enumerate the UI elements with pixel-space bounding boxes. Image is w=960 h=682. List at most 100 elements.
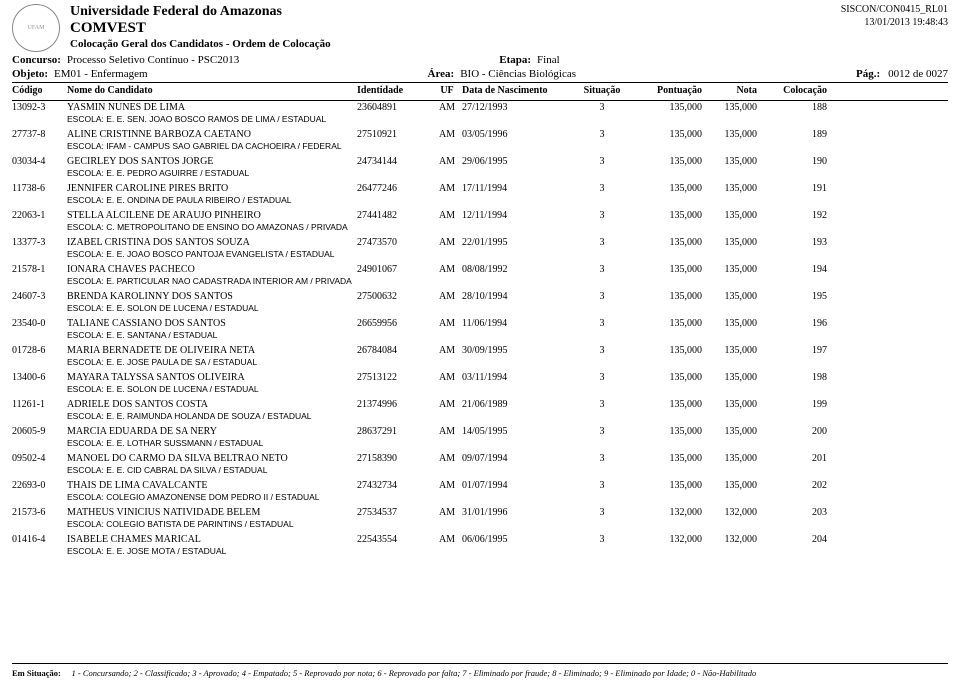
cell-colocacao: 192 bbox=[757, 209, 827, 222]
area-label: Área: bbox=[428, 68, 455, 80]
cell-pontuacao: 135,000 bbox=[632, 344, 702, 357]
cell-data: 01/07/1994 bbox=[462, 479, 572, 492]
school-line: ESCOLA: E. E. ONDINA DE PAULA RIBEIRO / … bbox=[0, 195, 960, 209]
cell-colocacao: 200 bbox=[757, 425, 827, 438]
cell-codigo: 13377-3 bbox=[12, 236, 67, 249]
cell-identidade: 24734144 bbox=[357, 155, 432, 168]
cell-nome: YASMIN NUNES DE LIMA bbox=[67, 101, 357, 114]
cell-pontuacao: 135,000 bbox=[632, 209, 702, 222]
table-row: 22063-1STELLA ALCILENE DE ARAUJO PINHEIR… bbox=[0, 209, 960, 222]
cell-data: 14/05/1995 bbox=[462, 425, 572, 438]
cell-uf: AM bbox=[432, 479, 462, 492]
cell-identidade: 27534537 bbox=[357, 506, 432, 519]
col-nome: Nome do Candidato bbox=[67, 85, 357, 96]
school-line: ESCOLA: E. E. SEN. JOAO BOSCO RAMOS DE L… bbox=[0, 114, 960, 128]
cell-nome: ISABELE CHAMES MARICAL bbox=[67, 533, 357, 546]
table-row: 01416-4ISABELE CHAMES MARICAL22543554AM0… bbox=[0, 533, 960, 546]
cell-nome: ALINE CRISTINNE BARBOZA CAETANO bbox=[67, 128, 357, 141]
cell-pontuacao: 132,000 bbox=[632, 533, 702, 546]
cell-nota: 135,000 bbox=[702, 263, 757, 276]
school-line: ESCOLA: E. E. SOLON DE LUCENA / ESTADUAL bbox=[0, 384, 960, 398]
report-header: UFAM Universidade Federal do Amazonas CO… bbox=[0, 0, 960, 52]
table-row: 27737-8ALINE CRISTINNE BARBOZA CAETANO27… bbox=[0, 128, 960, 141]
cell-identidade: 27500632 bbox=[357, 290, 432, 303]
cell-nome: BRENDA KAROLINNY DOS SANTOS bbox=[67, 290, 357, 303]
cell-nome: TALIANE CASSIANO DOS SANTOS bbox=[67, 317, 357, 330]
cell-uf: AM bbox=[432, 425, 462, 438]
area-value: BIO - Ciências Biológicas bbox=[460, 68, 576, 80]
cell-situacao: 3 bbox=[572, 425, 632, 438]
table-row: 20605-9MARCIA EDUARDA DE SA NERY28637291… bbox=[0, 425, 960, 438]
cell-colocacao: 191 bbox=[757, 182, 827, 195]
cell-situacao: 3 bbox=[572, 479, 632, 492]
cell-nota: 135,000 bbox=[702, 371, 757, 384]
cell-situacao: 3 bbox=[572, 209, 632, 222]
cell-nota: 135,000 bbox=[702, 425, 757, 438]
cell-data: 17/11/1994 bbox=[462, 182, 572, 195]
cell-pontuacao: 135,000 bbox=[632, 452, 702, 465]
cell-situacao: 3 bbox=[572, 101, 632, 114]
col-data: Data de Nascimento bbox=[462, 85, 572, 96]
objeto-label: Objeto: bbox=[12, 68, 48, 80]
cell-codigo: 27737-8 bbox=[12, 128, 67, 141]
table-row: 11261-1ADRIELE DOS SANTOS COSTA21374996A… bbox=[0, 398, 960, 411]
department-name: COMVEST bbox=[70, 20, 841, 37]
cell-uf: AM bbox=[432, 182, 462, 195]
cell-nota: 135,000 bbox=[702, 128, 757, 141]
cell-uf: AM bbox=[432, 317, 462, 330]
cell-identidade: 22543554 bbox=[357, 533, 432, 546]
school-line: ESCOLA: E. E. RAIMUNDA HOLANDA DE SOUZA … bbox=[0, 411, 960, 425]
cell-identidade: 27432734 bbox=[357, 479, 432, 492]
cell-situacao: 3 bbox=[572, 371, 632, 384]
concurso-label: Concurso: bbox=[12, 54, 61, 66]
cell-colocacao: 202 bbox=[757, 479, 827, 492]
cell-situacao: 3 bbox=[572, 182, 632, 195]
footer: Em Situação: 1 - Concursando; 2 - Classi… bbox=[12, 663, 948, 678]
school-line: ESCOLA: E. E. SANTANA / ESTADUAL bbox=[0, 330, 960, 344]
cell-colocacao: 196 bbox=[757, 317, 827, 330]
cell-nota: 135,000 bbox=[702, 236, 757, 249]
cell-data: 27/12/1993 bbox=[462, 101, 572, 114]
etapa-value: Final bbox=[537, 54, 560, 66]
cell-pontuacao: 132,000 bbox=[632, 506, 702, 519]
cell-colocacao: 195 bbox=[757, 290, 827, 303]
cell-codigo: 21578-1 bbox=[12, 263, 67, 276]
cell-pontuacao: 135,000 bbox=[632, 236, 702, 249]
cell-colocacao: 199 bbox=[757, 398, 827, 411]
table-row: 13400-6MAYARA TALYSSA SANTOS OLIVEIRA275… bbox=[0, 371, 960, 384]
cell-codigo: 22063-1 bbox=[12, 209, 67, 222]
cell-uf: AM bbox=[432, 236, 462, 249]
cell-codigo: 09502-4 bbox=[12, 452, 67, 465]
cell-uf: AM bbox=[432, 506, 462, 519]
cell-codigo: 11738-6 bbox=[12, 182, 67, 195]
school-line: ESCOLA: E. E. JOSE PAULA DE SA / ESTADUA… bbox=[0, 357, 960, 371]
cell-uf: AM bbox=[432, 101, 462, 114]
page-value: 0012 de 0027 bbox=[888, 68, 948, 80]
cell-codigo: 20605-9 bbox=[12, 425, 67, 438]
cell-data: 31/01/1996 bbox=[462, 506, 572, 519]
cell-uf: AM bbox=[432, 155, 462, 168]
table-row: 03034-4GECIRLEY DOS SANTOS JORGE24734144… bbox=[0, 155, 960, 168]
cell-nota: 135,000 bbox=[702, 182, 757, 195]
cell-identidade: 24901067 bbox=[357, 263, 432, 276]
cell-data: 22/01/1995 bbox=[462, 236, 572, 249]
cell-uf: AM bbox=[432, 452, 462, 465]
cell-situacao: 3 bbox=[572, 128, 632, 141]
cell-identidade: 26784084 bbox=[357, 344, 432, 357]
cell-uf: AM bbox=[432, 533, 462, 546]
meta-row-2: Objeto: EM01 - Enfermagem Área: BIO - Ci… bbox=[0, 68, 960, 80]
report-subtitle: Colocação Geral dos Candidatos - Ordem d… bbox=[70, 38, 841, 50]
cell-nota: 132,000 bbox=[702, 506, 757, 519]
cell-codigo: 13092-3 bbox=[12, 101, 67, 114]
cell-situacao: 3 bbox=[572, 317, 632, 330]
cell-data: 03/11/1994 bbox=[462, 371, 572, 384]
cell-nome: STELLA ALCILENE DE ARAUJO PINHEIRO bbox=[67, 209, 357, 222]
table-row: 01728-6MARIA BERNADETE DE OLIVEIRA NETA2… bbox=[0, 344, 960, 357]
table-body: 13092-3YASMIN NUNES DE LIMA23604891AM27/… bbox=[0, 101, 960, 560]
cell-nome: MANOEL DO CARMO DA SILVA BELTRAO NETO bbox=[67, 452, 357, 465]
school-line: ESCOLA: E. E. CID CABRAL DA SILVA / ESTA… bbox=[0, 465, 960, 479]
cell-data: 11/06/1994 bbox=[462, 317, 572, 330]
cell-nota: 132,000 bbox=[702, 533, 757, 546]
cell-pontuacao: 135,000 bbox=[632, 128, 702, 141]
page-label: Pág.: bbox=[856, 68, 880, 80]
